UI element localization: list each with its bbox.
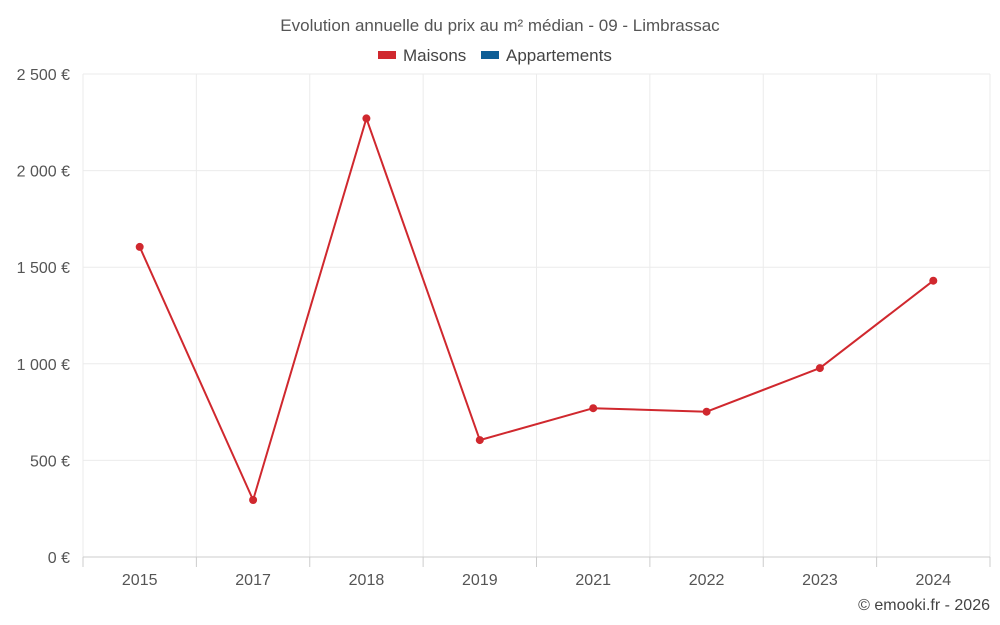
legend: Maisons Appartements — [378, 46, 612, 65]
axes: 0 € 500 € 1 000 € 1 500 € 2 000 € 2 500 € 2015… — [17, 67, 991, 589]
y-tick-label: 1 500 € — [17, 260, 70, 277]
legend-label-maisons: Maisons — [403, 46, 466, 65]
x-tick-label: 2017 — [235, 572, 271, 589]
y-tick-label: 2 500 € — [17, 67, 70, 84]
x-tick-label: 2021 — [575, 572, 611, 589]
x-tick-label: 2015 — [122, 572, 158, 589]
data-point-maisons[interactable] — [475, 436, 484, 445]
data-point-maisons[interactable] — [589, 404, 598, 413]
legend-swatch-appartements — [481, 51, 499, 59]
legend-label-appartements: Appartements — [506, 46, 612, 65]
x-tick-label: 2019 — [462, 572, 498, 589]
x-tick-label: 2022 — [689, 572, 725, 589]
data-point-maisons[interactable] — [929, 276, 938, 285]
data-point-maisons[interactable] — [362, 114, 371, 123]
y-tick-label: 0 € — [48, 550, 70, 567]
y-tick-label: 1 000 € — [17, 357, 70, 374]
x-tick-label: 2023 — [802, 572, 838, 589]
x-tick-label: 2024 — [916, 572, 952, 589]
y-tick-label: 500 € — [30, 453, 70, 470]
legend-item-maisons[interactable]: Maisons — [378, 46, 466, 65]
chart-title: Evolution annuelle du prix au m² médian … — [280, 16, 720, 35]
y-tick-label: 2 000 € — [17, 164, 70, 181]
data-point-maisons[interactable] — [135, 242, 144, 251]
legend-item-appartements[interactable]: Appartements — [481, 46, 612, 65]
data-point-maisons[interactable] — [815, 364, 824, 373]
legend-swatch-maisons — [378, 51, 396, 59]
grid — [82, 73, 991, 557]
data-point-maisons[interactable] — [702, 407, 711, 416]
x-tick-label: 2018 — [349, 572, 385, 589]
series-layer — [135, 114, 938, 504]
credit-text: © emooki.fr - 2026 — [858, 597, 990, 614]
data-point-maisons[interactable] — [249, 496, 258, 504]
series-line-maisons — [138, 117, 934, 501]
